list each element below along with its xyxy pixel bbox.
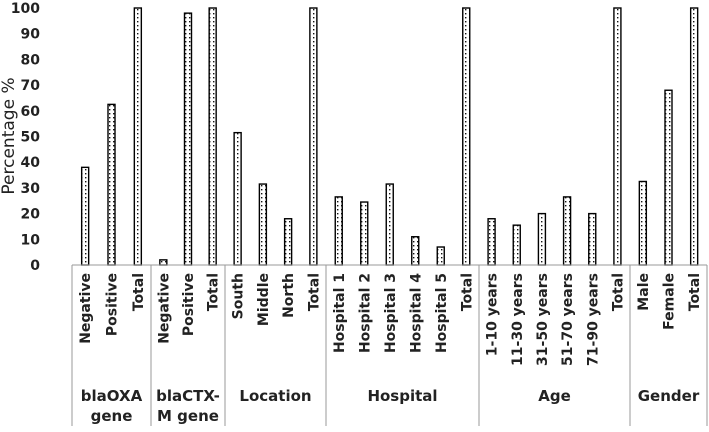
bar (360, 201, 369, 266)
bar (537, 212, 547, 266)
y-tick-label: 20 (21, 207, 41, 223)
y-axis-label: Percentage % (0, 77, 19, 194)
bar (436, 246, 445, 266)
group-label: gene (91, 407, 133, 425)
bar (664, 89, 673, 266)
bar (283, 218, 293, 266)
group-label: M gene (157, 407, 219, 425)
category-label: 51-70 years (560, 273, 576, 366)
bars (80, 7, 699, 266)
y-axis: 0 10 20 30 40 50 60 70 80 90 100 (11, 1, 40, 274)
bar (562, 196, 572, 266)
bar (638, 180, 648, 266)
bar (385, 183, 394, 266)
group-label: Location (239, 387, 311, 405)
bar (183, 12, 193, 266)
category-label: 11-30 years (510, 273, 526, 366)
y-tick-label: 50 (21, 130, 41, 146)
y-tick-label: 30 (21, 181, 41, 197)
group-label: Age (538, 387, 571, 405)
category-label: Hospital 1 (332, 273, 348, 353)
category-label: Total (459, 273, 475, 311)
category-label: Male (636, 273, 652, 311)
y-tick-label: 70 (21, 78, 41, 94)
bar (512, 224, 521, 266)
bar (334, 196, 343, 266)
category-label: Middle (256, 273, 272, 326)
bar (689, 7, 699, 266)
category-label: Female (662, 273, 678, 330)
bar (159, 259, 168, 266)
category-label: Negative (78, 273, 94, 344)
category-label: 31-50 years (535, 273, 551, 366)
group-label: blaOXA (81, 387, 143, 405)
category-label: Positive (105, 273, 121, 336)
bar (309, 7, 318, 266)
category-label: Total (131, 273, 147, 311)
y-tick-label: 0 (30, 258, 40, 274)
bar (258, 183, 268, 266)
category-label: Hospital 2 (357, 273, 373, 353)
bar (208, 7, 217, 266)
bar (233, 131, 242, 266)
y-tick-label: 60 (21, 104, 41, 120)
category-label: Hospital 3 (383, 273, 399, 353)
bar (411, 236, 420, 266)
x-axis: Negative Positive Total blaOXA gene Negative P… (71, 264, 708, 426)
category-label: Total (610, 273, 626, 311)
y-tick-label: 100 (11, 1, 40, 17)
category-label: South (231, 273, 247, 319)
bar (80, 166, 90, 266)
group-label: Hospital (367, 387, 437, 405)
category-label: Total (306, 273, 322, 311)
y-tick-label: 90 (21, 27, 41, 43)
bar (133, 7, 143, 266)
y-tick-label: 80 (21, 52, 41, 68)
y-tick-label: 40 (21, 155, 41, 171)
category-label: Total (687, 273, 703, 311)
bar (588, 212, 597, 266)
category-label: Total (206, 273, 222, 311)
group-label: Gender (638, 387, 700, 405)
category-label: 1-10 years (485, 273, 501, 356)
category-label: Negative (156, 273, 172, 344)
category-label: 71-90 years (585, 273, 601, 366)
category-label: North (281, 273, 297, 318)
bar (613, 7, 622, 266)
y-tick-label: 10 (21, 232, 41, 248)
bar (487, 218, 496, 266)
bar (462, 7, 471, 266)
category-label: Positive (181, 273, 197, 336)
category-label: Hospital 4 (408, 273, 424, 353)
bar (107, 103, 116, 266)
group-label: blaCTX- (156, 387, 220, 405)
category-label: Hospital 5 (434, 273, 450, 353)
